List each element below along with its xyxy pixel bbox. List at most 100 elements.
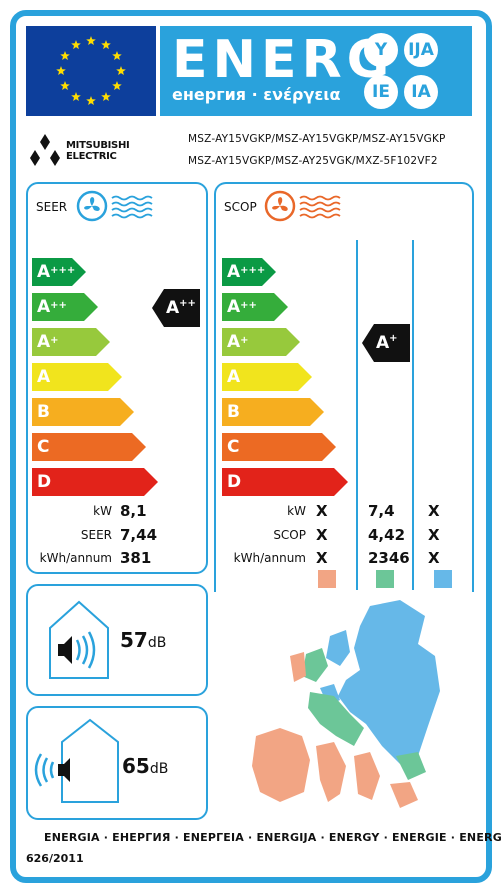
scop-class-bar: A bbox=[222, 363, 312, 391]
seer-kw-value: 8,1 bbox=[120, 502, 147, 520]
scop-annum-warmer: X bbox=[316, 549, 328, 567]
scop-class-bar-label: A+++ bbox=[227, 262, 266, 282]
suffix-ija: IJA bbox=[404, 33, 438, 67]
europe-climate-zone-map bbox=[252, 600, 440, 808]
scop-annum-label: kWh/annum bbox=[233, 551, 306, 565]
eu-star-icon bbox=[60, 81, 70, 90]
scop-class-bar: D bbox=[222, 468, 348, 496]
seer-indicator-arrow bbox=[152, 289, 200, 327]
eu-star-icon bbox=[71, 40, 81, 50]
outdoor-noise-number: 65 bbox=[122, 754, 150, 778]
scop-class-bar: B bbox=[222, 398, 324, 426]
logo-line2: ELECTRIC bbox=[66, 151, 117, 162]
model-line-1: MSZ-AY15VGKP/MSZ-AY15VGKP/MSZ-AY15VGKP bbox=[188, 133, 446, 145]
cooling-fan-icon bbox=[76, 190, 153, 222]
outdoor-noise-value: 65dB bbox=[122, 754, 168, 781]
heating-fan-icon bbox=[264, 190, 341, 222]
warmer-zone-region bbox=[252, 652, 418, 808]
scop-class-bar: A+ bbox=[222, 328, 300, 356]
eu-star-icon bbox=[112, 51, 122, 60]
warmer-zone-swatch bbox=[318, 570, 336, 588]
seer-class-bar-label: D bbox=[37, 472, 52, 492]
energy-word: ENERG bbox=[172, 30, 395, 90]
scop-kw-average: 7,4 bbox=[368, 502, 395, 520]
seer-rating-label: A++ bbox=[166, 289, 196, 327]
regulation-number: 626/2011 bbox=[26, 852, 84, 865]
scop-class-bar-label: A+ bbox=[227, 332, 249, 352]
seer-class-bar: B bbox=[32, 398, 134, 426]
seer-class-bar-label: A+++ bbox=[37, 262, 76, 282]
eu-star-icon bbox=[101, 40, 111, 50]
outdoor-unit-house-icon bbox=[34, 718, 119, 803]
seer-rating-text: A++ bbox=[166, 298, 196, 318]
eu-star-icon bbox=[56, 66, 66, 75]
energy-subtitle: енергия · ενέργεια bbox=[172, 85, 341, 104]
seer-class-bar: A+ bbox=[32, 328, 110, 356]
seer-title: SEER bbox=[36, 200, 68, 214]
eu-stars-icon bbox=[56, 36, 126, 105]
scop-annum-colder: X bbox=[428, 549, 440, 567]
scop-scop-average: 4,42 bbox=[368, 526, 406, 544]
eu-star-icon bbox=[86, 36, 96, 45]
average-zone-swatch bbox=[376, 570, 394, 588]
outdoor-noise-unit: dB bbox=[149, 761, 169, 777]
seer-seer-label: SEER bbox=[80, 528, 112, 542]
scop-rating-text: A+ bbox=[376, 333, 398, 353]
scop-rating-label: A+ bbox=[376, 324, 398, 362]
scop-rating-indicator: A+ bbox=[362, 324, 410, 362]
seer-annum-label: kWh/annum bbox=[39, 551, 112, 565]
eu-star-icon bbox=[116, 66, 126, 75]
scop-class-bar: C bbox=[222, 433, 336, 461]
seer-class-bar-label: A++ bbox=[37, 297, 67, 317]
eu-star-icon bbox=[86, 96, 96, 105]
indoor-noise-unit: dB bbox=[147, 635, 167, 651]
seer-class-bar: D bbox=[32, 468, 158, 496]
logo-line1: MITSUBISHI bbox=[66, 140, 130, 151]
manufacturer-logo: MITSUBISHI ELECTRIC bbox=[66, 140, 130, 162]
scop-class-bar: A+++ bbox=[222, 258, 276, 286]
eu-star-icon bbox=[112, 81, 122, 90]
scop-class-bar: A++ bbox=[222, 293, 288, 321]
seer-kw-label: kW bbox=[93, 504, 112, 518]
seer-class-bar: C bbox=[32, 433, 146, 461]
scop-class-bar-label: C bbox=[227, 437, 240, 457]
scop-scop-warmer: X bbox=[316, 526, 328, 544]
indoor-noise-value: 57dB bbox=[120, 628, 166, 655]
seer-class-bar: A++ bbox=[32, 293, 98, 321]
scop-kw-colder: X bbox=[428, 502, 440, 520]
seer-class-bar: A+++ bbox=[32, 258, 86, 286]
scop-scop-label: SCOP bbox=[273, 528, 306, 542]
scop-class-bar-label: D bbox=[227, 472, 242, 492]
seer-class-bar-label: B bbox=[37, 402, 50, 422]
scop-kw-label: kW bbox=[287, 504, 306, 518]
seer-class-bar: A bbox=[32, 363, 122, 391]
suffix-y: Y bbox=[364, 33, 398, 67]
scop-class-bar-label: A++ bbox=[227, 297, 257, 317]
seer-rating-indicator: A++ bbox=[152, 289, 200, 327]
energy-languages-footer: ENERGIA · ЕНЕРГИЯ · ΕΝΕΡΓΕΙΑ · ENERGIJA … bbox=[44, 831, 502, 844]
seer-class-bar-label: C bbox=[37, 437, 50, 457]
colder-zone-region bbox=[320, 600, 440, 764]
eu-star-icon bbox=[60, 51, 70, 60]
scop-class-bar-label: A bbox=[227, 367, 241, 387]
scop-column-divider-1 bbox=[356, 240, 358, 590]
suffix-ia: IA bbox=[404, 75, 438, 109]
colder-zone-swatch bbox=[434, 570, 452, 588]
seer-annum-value: 381 bbox=[120, 549, 152, 567]
scop-column-divider-2 bbox=[412, 240, 414, 590]
seer-class-bar-label: A bbox=[37, 367, 51, 387]
indoor-unit-house-icon bbox=[49, 600, 109, 679]
seer-seer-value: 7,44 bbox=[120, 526, 158, 544]
eu-flag bbox=[26, 26, 156, 116]
scop-kw-warmer: X bbox=[316, 502, 328, 520]
eu-star-icon bbox=[71, 92, 81, 101]
eu-star-icon bbox=[101, 92, 111, 101]
scop-scop-colder: X bbox=[428, 526, 440, 544]
indoor-noise-number: 57 bbox=[120, 628, 148, 652]
scop-indicator-arrow bbox=[362, 324, 410, 362]
scop-class-bar-label: B bbox=[227, 402, 240, 422]
suffix-ie: IE bbox=[364, 75, 398, 109]
seer-class-bar-label: A+ bbox=[37, 332, 59, 352]
mitsubishi-diamonds-icon bbox=[30, 134, 60, 166]
scop-title: SCOP bbox=[224, 200, 257, 214]
